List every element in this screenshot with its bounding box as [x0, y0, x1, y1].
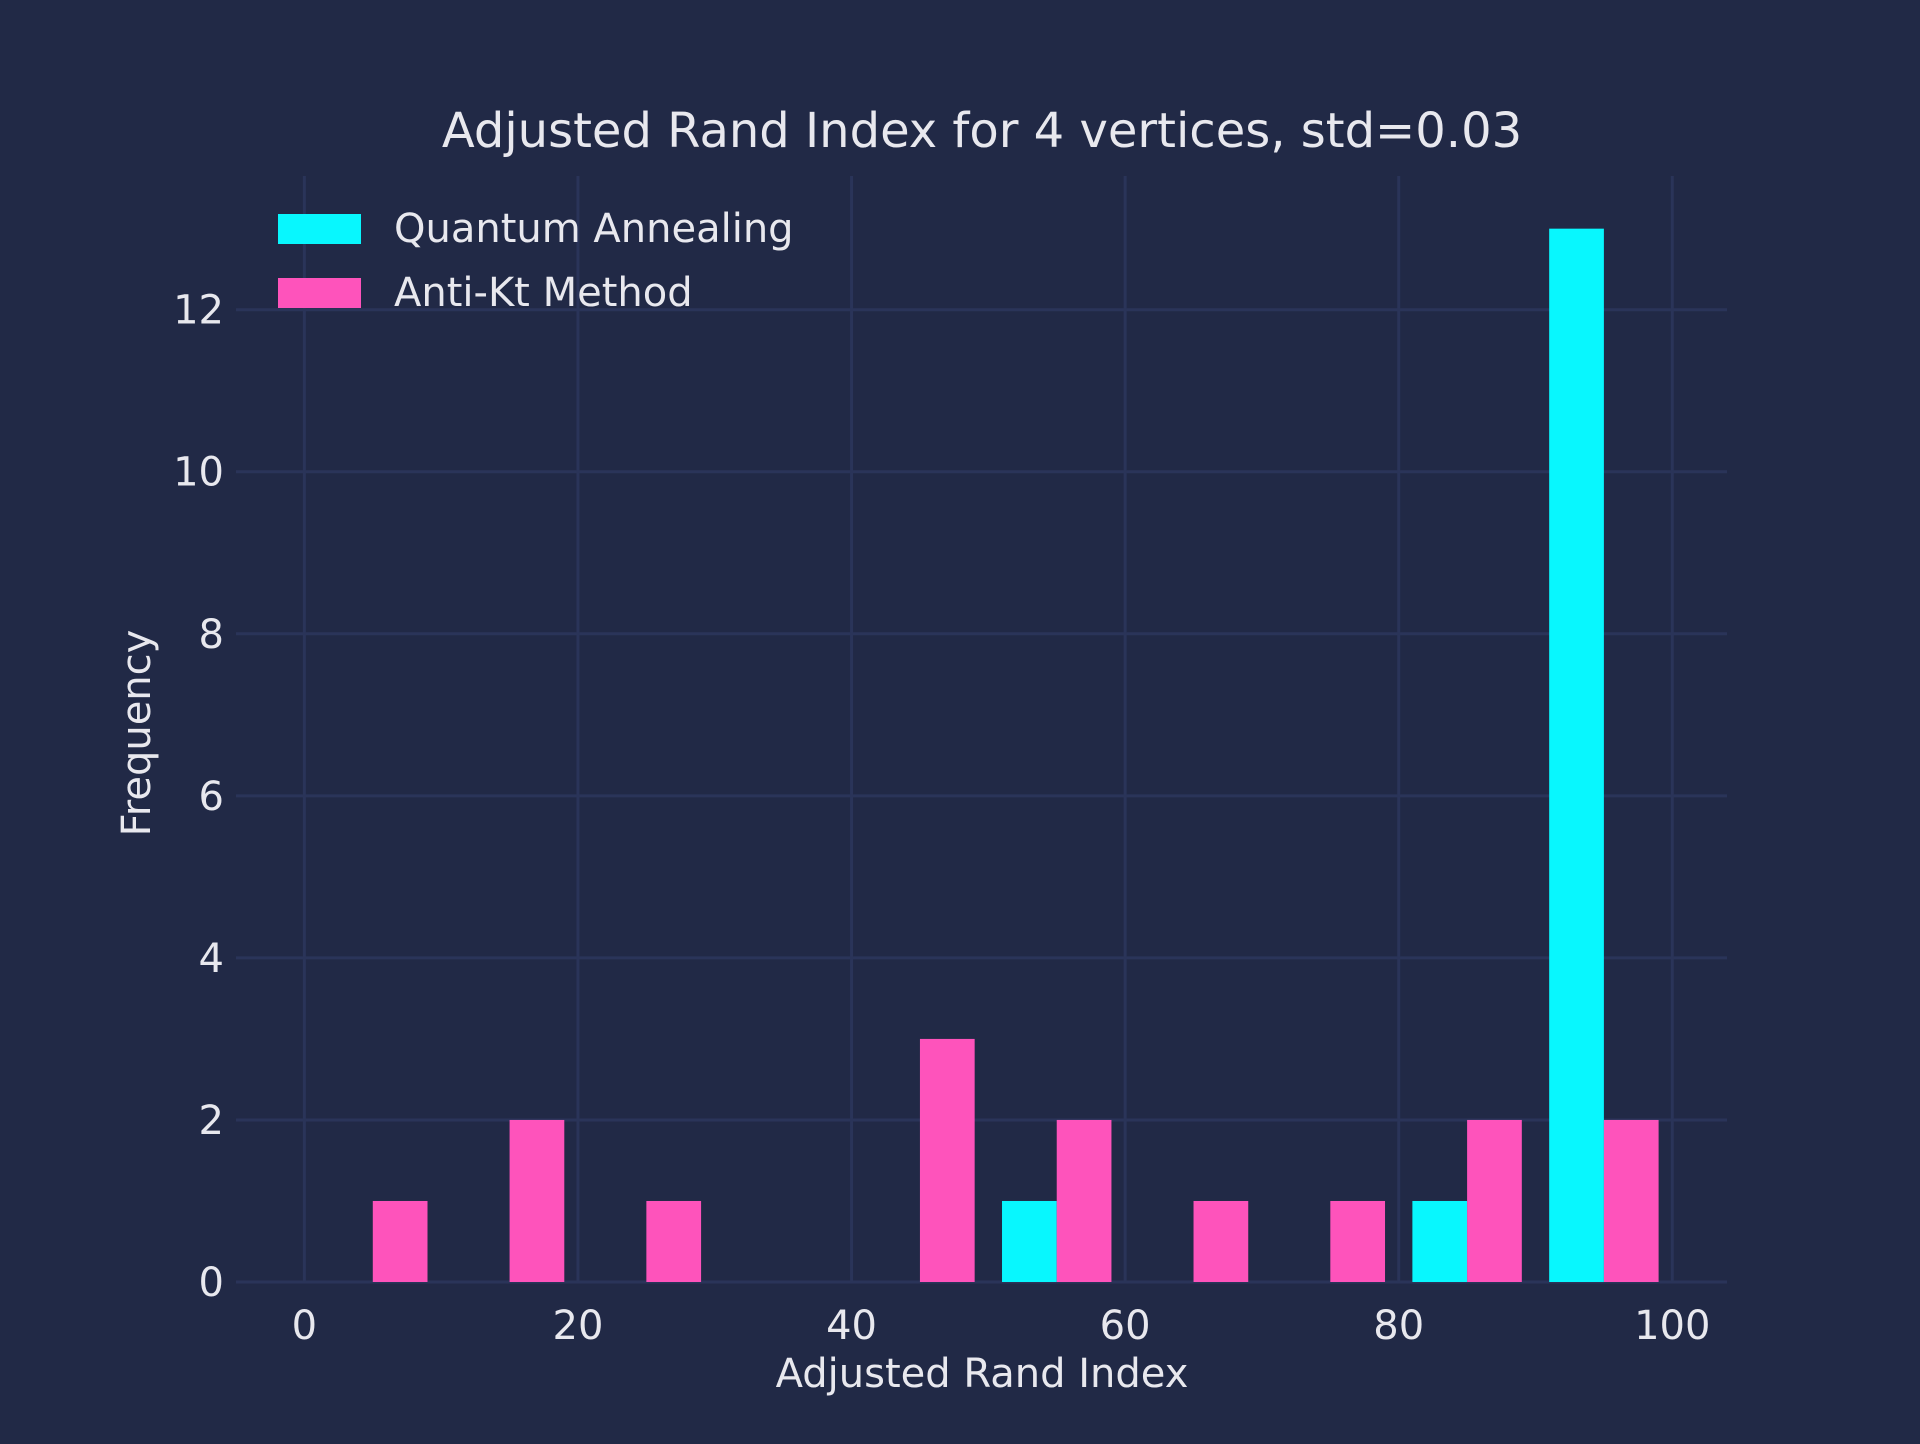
- y-tick-label-4: 4: [199, 936, 224, 982]
- x-tick-label-100: 100: [1634, 1303, 1710, 1349]
- legend-swatch-anti-kt-method: [278, 278, 361, 308]
- bar-anti-kt-method-bin-60-70: [1193, 1200, 1249, 1282]
- legend-swatch-quantum-annealing: [278, 214, 361, 244]
- legend: Quantum Annealing Anti-Kt Method: [278, 206, 794, 316]
- bar-anti-kt-method-bin-50-60: [1056, 1119, 1112, 1282]
- bar-anti-kt-method-bin-70-80: [1330, 1200, 1386, 1282]
- x-tick-label-60: 60: [1100, 1303, 1151, 1349]
- legend-label-anti-kt-method: Anti-Kt Method: [394, 270, 693, 316]
- bar-anti-kt-method-bin-90-100: [1603, 1119, 1659, 1282]
- y-tick-label-6: 6: [199, 774, 224, 820]
- x-tick-label-40: 40: [826, 1303, 877, 1349]
- bar-anti-kt-method-bin-80-90: [1467, 1119, 1522, 1282]
- y-tick-label-10: 10: [173, 450, 224, 496]
- chart-title: Adjusted Rand Index for 4 vertices, std=…: [442, 103, 1522, 159]
- y-tick-label-0: 0: [199, 1260, 224, 1306]
- bar-quantum-annealing-bin-50-60: [1002, 1200, 1057, 1282]
- y-tick-label-8: 8: [199, 612, 224, 658]
- y-tick-label-12: 12: [173, 288, 224, 334]
- bar-anti-kt-method-bin-20-30: [646, 1200, 702, 1282]
- y-axis-label: Frequency: [114, 630, 160, 837]
- y-tick-label-2: 2: [199, 1098, 224, 1144]
- bar-anti-kt-method-bin-40-50: [919, 1038, 975, 1282]
- x-tick-label-20: 20: [553, 1303, 604, 1349]
- bar-anti-kt-method-bin-10-20: [509, 1119, 565, 1282]
- x-axis-label: Adjusted Rand Index: [776, 1351, 1189, 1397]
- legend-label-quantum-annealing: Quantum Annealing: [394, 206, 794, 252]
- grid-lines: [236, 176, 1727, 1284]
- x-tick-label-0: 0: [292, 1303, 317, 1349]
- bar-anti-kt-method-bin-0-10: [372, 1200, 428, 1282]
- bars: [372, 228, 1659, 1283]
- bar-quantum-annealing-bin-90-100: [1549, 228, 1604, 1283]
- bar-quantum-annealing-bin-80-90: [1412, 1200, 1468, 1282]
- y-tick-labels: 0 2 4 6 8 10 12: [173, 288, 224, 1306]
- x-tick-labels: 0 20 40 60 80 100: [292, 1303, 1711, 1349]
- x-tick-label-80: 80: [1373, 1303, 1424, 1349]
